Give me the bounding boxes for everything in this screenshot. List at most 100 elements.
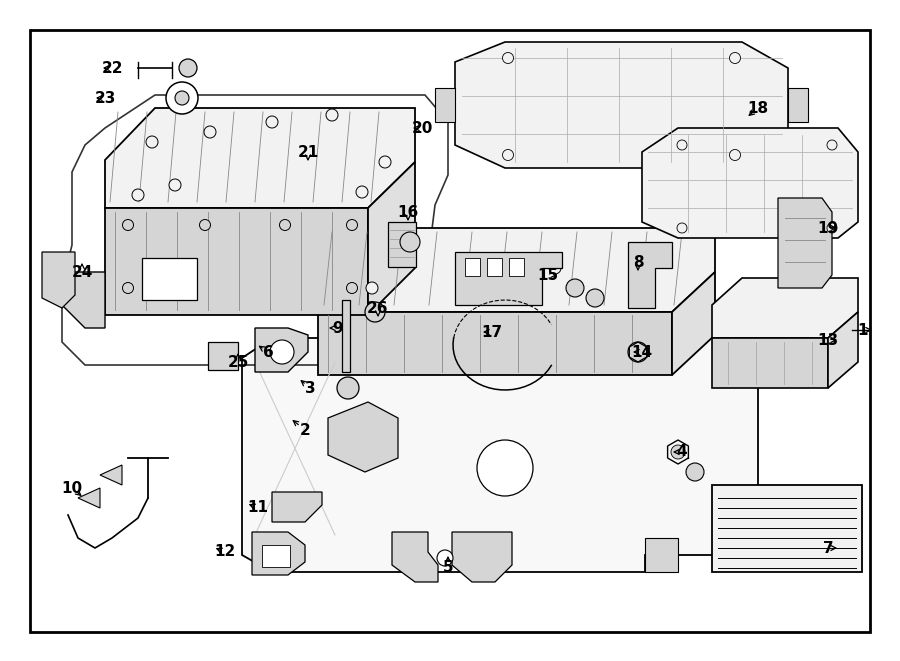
Polygon shape: [255, 328, 308, 372]
Circle shape: [122, 282, 133, 293]
Bar: [388, 222, 416, 267]
Text: 7: 7: [823, 541, 833, 555]
Circle shape: [365, 302, 385, 322]
Text: 20: 20: [411, 120, 433, 136]
Text: 26: 26: [367, 301, 389, 315]
Text: 25: 25: [228, 354, 248, 369]
Circle shape: [356, 186, 368, 198]
Polygon shape: [645, 538, 678, 572]
Circle shape: [175, 91, 189, 105]
Circle shape: [132, 189, 144, 201]
Circle shape: [477, 440, 533, 496]
Polygon shape: [42, 252, 75, 308]
Circle shape: [456, 272, 468, 284]
Bar: [509, 258, 524, 276]
Circle shape: [146, 136, 158, 148]
Circle shape: [730, 149, 741, 161]
Circle shape: [628, 342, 648, 362]
Polygon shape: [105, 108, 415, 208]
Text: 14: 14: [632, 344, 652, 360]
Polygon shape: [828, 312, 858, 388]
Polygon shape: [392, 532, 438, 582]
Circle shape: [437, 550, 453, 566]
Text: 16: 16: [398, 204, 418, 219]
Text: 2: 2: [300, 422, 310, 438]
Text: 21: 21: [297, 145, 319, 159]
Text: 10: 10: [61, 481, 83, 496]
Circle shape: [270, 340, 294, 364]
Circle shape: [639, 252, 651, 264]
Polygon shape: [252, 532, 305, 575]
Polygon shape: [272, 492, 322, 522]
Polygon shape: [712, 278, 858, 338]
Bar: [208, 342, 238, 370]
Polygon shape: [368, 162, 415, 315]
Text: 13: 13: [817, 332, 839, 348]
Text: 5: 5: [443, 561, 454, 576]
Circle shape: [686, 463, 704, 481]
Text: 22: 22: [102, 61, 122, 75]
Text: 3: 3: [305, 381, 315, 395]
Circle shape: [179, 59, 197, 77]
Polygon shape: [712, 485, 862, 572]
Circle shape: [827, 140, 837, 150]
Polygon shape: [778, 198, 832, 288]
Circle shape: [566, 279, 584, 297]
Circle shape: [122, 219, 133, 231]
Circle shape: [200, 219, 211, 231]
Text: 4: 4: [677, 444, 688, 459]
Polygon shape: [100, 465, 122, 485]
Text: 15: 15: [537, 268, 559, 282]
Circle shape: [266, 116, 278, 128]
Circle shape: [346, 219, 357, 231]
Text: 24: 24: [71, 264, 93, 280]
Polygon shape: [628, 242, 672, 308]
Polygon shape: [105, 208, 368, 315]
Bar: [487, 258, 502, 276]
Circle shape: [827, 223, 837, 233]
Circle shape: [169, 179, 181, 191]
Polygon shape: [642, 128, 858, 238]
Polygon shape: [78, 488, 100, 508]
Circle shape: [730, 52, 741, 63]
Circle shape: [502, 149, 514, 161]
Polygon shape: [712, 338, 828, 388]
Polygon shape: [242, 338, 758, 572]
Text: 19: 19: [817, 221, 839, 235]
Circle shape: [586, 289, 604, 307]
Text: 17: 17: [482, 325, 502, 340]
Circle shape: [671, 445, 685, 459]
Bar: [262, 545, 290, 567]
Polygon shape: [318, 312, 672, 375]
Text: 11: 11: [248, 500, 268, 516]
Text: 8: 8: [633, 254, 643, 270]
Polygon shape: [62, 272, 105, 328]
Circle shape: [346, 282, 357, 293]
Text: 23: 23: [94, 91, 116, 106]
Text: 1: 1: [858, 323, 868, 338]
Polygon shape: [328, 402, 398, 472]
Bar: [465, 258, 480, 276]
Polygon shape: [455, 42, 788, 168]
Circle shape: [166, 82, 198, 114]
Polygon shape: [318, 228, 715, 312]
Text: 18: 18: [747, 100, 769, 116]
Circle shape: [366, 282, 378, 294]
Circle shape: [400, 232, 420, 252]
Polygon shape: [788, 88, 808, 122]
Circle shape: [549, 262, 561, 274]
Polygon shape: [672, 272, 715, 375]
Circle shape: [326, 109, 338, 121]
Circle shape: [280, 219, 291, 231]
Polygon shape: [452, 532, 512, 582]
Circle shape: [502, 52, 514, 63]
Circle shape: [337, 377, 359, 399]
Polygon shape: [455, 252, 562, 305]
Text: 9: 9: [333, 321, 343, 336]
Text: 6: 6: [263, 344, 274, 360]
Circle shape: [677, 223, 687, 233]
Circle shape: [379, 156, 391, 168]
Text: 12: 12: [214, 545, 236, 559]
Polygon shape: [435, 88, 455, 122]
Bar: [342, 300, 350, 372]
